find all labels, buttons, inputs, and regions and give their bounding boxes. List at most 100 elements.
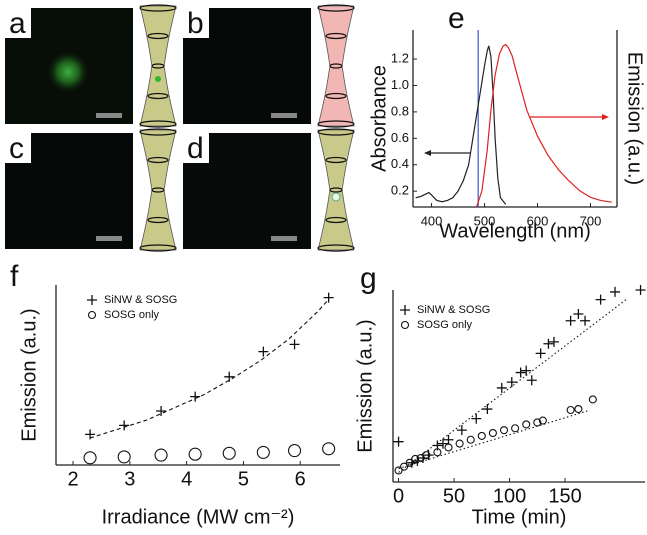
- arrows: [424, 114, 609, 156]
- x-tick-label: 0: [393, 485, 404, 507]
- point: [573, 309, 584, 319]
- point: [522, 420, 531, 429]
- point: [190, 391, 201, 402]
- y2-axis-label: Emission (a.u.): [624, 52, 646, 185]
- beam-c: [139, 128, 177, 252]
- point: [422, 451, 431, 460]
- x-tick-label: 50: [443, 485, 465, 507]
- panel-label: b: [187, 7, 204, 40]
- point: [117, 450, 131, 464]
- point: [154, 448, 168, 462]
- point: [477, 431, 486, 440]
- point: [188, 447, 202, 461]
- particle: [155, 76, 161, 82]
- point: [256, 445, 270, 459]
- point: [566, 405, 575, 415]
- scale-bar: [271, 113, 297, 118]
- legend-label: SiNW & SOSG: [104, 294, 177, 306]
- x-tick-label: 600: [527, 213, 549, 228]
- spectrum: [476, 43, 612, 208]
- panel-label: f: [10, 260, 19, 293]
- particle: [331, 192, 341, 202]
- point: [87, 295, 97, 305]
- y-tick-label: 0.8: [391, 103, 409, 118]
- fit-line: [89, 299, 330, 439]
- point: [83, 451, 97, 465]
- x-axis-label: Time (min): [472, 506, 567, 528]
- point: [488, 428, 497, 438]
- point: [574, 404, 583, 414]
- y-tick-label: 0.2: [391, 183, 409, 198]
- point: [400, 320, 410, 330]
- point: [526, 375, 537, 386]
- microscopy-panels: a b c d: [5, 4, 355, 252]
- point: [496, 382, 507, 393]
- emission-spot: [46, 50, 90, 94]
- point: [289, 339, 300, 350]
- x-tick-label: 700: [580, 213, 602, 228]
- legend-label: SOSG only: [104, 309, 160, 321]
- x-tick-label: 100: [493, 485, 526, 507]
- point: [521, 365, 532, 376]
- panel-label: g: [360, 262, 377, 295]
- arrow-head: [602, 114, 609, 120]
- point: [393, 436, 404, 447]
- point: [119, 420, 130, 431]
- legend-label: SiNW & SOSG: [417, 304, 490, 316]
- point: [400, 462, 409, 471]
- x-tick-label: 3: [124, 468, 135, 490]
- point: [455, 439, 464, 448]
- panel-label: a: [9, 7, 26, 40]
- point: [471, 413, 482, 424]
- point: [156, 406, 167, 416]
- x-tick-label: 5: [238, 468, 249, 490]
- x-tick-label: 150: [548, 485, 581, 507]
- spectrum: [415, 45, 507, 205]
- point: [610, 286, 621, 297]
- point: [595, 294, 606, 305]
- point: [499, 426, 509, 435]
- point: [548, 336, 559, 347]
- x-axis-label: Irradiance (MW cm⁻²): [102, 506, 295, 528]
- y-tick-label: 1.0: [391, 77, 409, 92]
- label-box: [5, 133, 31, 163]
- x-tick-label: 6: [295, 468, 306, 490]
- y-axis-label: Emission (a.u.): [18, 308, 40, 441]
- point: [538, 416, 547, 425]
- point: [433, 448, 442, 457]
- point: [400, 305, 410, 315]
- legend-label: SOSG only: [417, 319, 473, 331]
- x-tick-label: 4: [181, 468, 192, 490]
- panel-label: e: [448, 2, 465, 35]
- point: [515, 367, 526, 378]
- point: [580, 315, 591, 326]
- y-tick-label: 1.2: [391, 50, 409, 65]
- point: [535, 348, 546, 359]
- point: [565, 315, 576, 326]
- scale-bar: [96, 236, 122, 241]
- point: [322, 442, 336, 456]
- y-axis-label: Emission (a.u.): [354, 319, 376, 452]
- point: [411, 454, 420, 464]
- y-tick-label: 0.6: [391, 130, 409, 145]
- panel-label: d: [187, 132, 204, 165]
- point: [87, 310, 97, 320]
- point: [456, 425, 467, 436]
- point: [288, 444, 302, 458]
- y-tick-label: 0.4: [391, 156, 409, 171]
- x-tick-label: 2: [67, 468, 78, 490]
- label-box: [183, 8, 209, 38]
- panel-label: c: [9, 132, 24, 165]
- point: [506, 377, 517, 388]
- point: [394, 466, 403, 475]
- point: [224, 371, 235, 382]
- point: [443, 434, 454, 445]
- point: [635, 285, 646, 295]
- beam-d: [317, 128, 355, 252]
- point: [222, 446, 236, 460]
- point: [511, 424, 520, 433]
- x-tick-label: 500: [474, 213, 496, 228]
- scale-bar: [271, 236, 297, 241]
- point: [323, 292, 334, 303]
- x-tick-label: 400: [421, 213, 443, 228]
